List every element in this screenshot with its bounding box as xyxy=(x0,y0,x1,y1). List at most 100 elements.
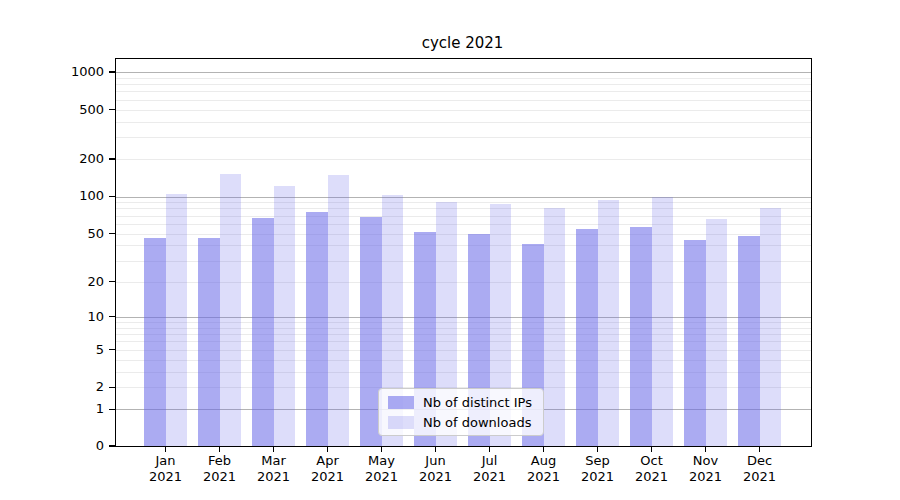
y-tick-label: 200 xyxy=(54,151,104,167)
bar-nb-of-distinct-ips-oct-2021 xyxy=(630,227,652,446)
minor-gridline xyxy=(116,84,811,85)
x-tick-label-nov-2021: Nov2021 xyxy=(679,453,733,485)
x-tick-mark xyxy=(543,446,544,452)
x-tick-label-may-2021: May2021 xyxy=(355,453,409,485)
x-tick-year: 2021 xyxy=(409,469,463,485)
y-tick-mark xyxy=(109,409,116,410)
x-tick-label-oct-2021: Oct2021 xyxy=(625,453,679,485)
minor-gridline xyxy=(116,91,811,92)
x-tick-month: Feb xyxy=(193,453,247,469)
x-tick-year: 2021 xyxy=(301,469,355,485)
y-tick-mark xyxy=(109,109,116,110)
y-tick-mark xyxy=(109,196,116,197)
minor-gridline xyxy=(116,137,811,138)
y-tick-label: 0 xyxy=(54,438,104,454)
x-tick-year: 2021 xyxy=(355,469,409,485)
y-tick-mark xyxy=(109,316,116,317)
x-tick-month: Jul xyxy=(463,453,517,469)
legend-swatch-distinct-ips xyxy=(388,396,414,409)
y-tick-label: 50 xyxy=(54,226,104,242)
bar-nb-of-downloads-dec-2021 xyxy=(760,208,782,446)
x-tick-mark xyxy=(651,446,652,452)
minor-gridline xyxy=(116,159,811,160)
bar-nb-of-downloads-feb-2021 xyxy=(220,174,242,446)
x-tick-month: Jan xyxy=(139,453,193,469)
x-tick-mark xyxy=(759,446,760,452)
y-tick-mark xyxy=(109,233,116,234)
bar-nb-of-distinct-ips-jan-2021 xyxy=(144,238,166,446)
chart-title: cycle 2021 xyxy=(115,34,810,52)
legend-item-downloads: Nb of downloads xyxy=(388,415,534,430)
y-tick-mark xyxy=(109,71,116,72)
y-tick-label: 5 xyxy=(54,342,104,358)
x-tick-month: May xyxy=(355,453,409,469)
x-tick-mark xyxy=(165,446,166,452)
x-tick-year: 2021 xyxy=(679,469,733,485)
x-tick-label-jul-2021: Jul2021 xyxy=(463,453,517,485)
y-tick-label: 2 xyxy=(54,379,104,395)
minor-gridline xyxy=(116,78,811,79)
x-tick-year: 2021 xyxy=(463,469,517,485)
minor-gridline xyxy=(116,100,811,101)
x-tick-mark xyxy=(489,446,490,452)
y-tick-mark xyxy=(109,445,116,446)
y-tick-mark xyxy=(109,387,116,388)
bar-nb-of-distinct-ips-apr-2021 xyxy=(306,212,328,446)
bar-nb-of-distinct-ips-feb-2021 xyxy=(198,238,220,446)
x-tick-label-dec-2021: Dec2021 xyxy=(733,453,787,485)
y-tick-label: 1 xyxy=(54,401,104,417)
x-tick-year: 2021 xyxy=(247,469,301,485)
x-tick-mark xyxy=(327,446,328,452)
x-tick-month: Jun xyxy=(409,453,463,469)
y-tick-mark xyxy=(109,349,116,350)
bar-nb-of-distinct-ips-nov-2021 xyxy=(684,240,706,446)
x-tick-label-sep-2021: Sep2021 xyxy=(571,453,625,485)
x-tick-mark xyxy=(219,446,220,452)
minor-gridline xyxy=(116,110,811,111)
bar-nb-of-downloads-oct-2021 xyxy=(652,197,674,447)
x-tick-mark xyxy=(381,446,382,452)
x-tick-year: 2021 xyxy=(625,469,679,485)
minor-gridline xyxy=(116,122,811,123)
x-tick-month: Aug xyxy=(517,453,571,469)
x-tick-mark xyxy=(273,446,274,452)
y-tick-label: 100 xyxy=(54,188,104,204)
y-tick-label: 500 xyxy=(54,102,104,118)
x-tick-label-apr-2021: Apr2021 xyxy=(301,453,355,485)
x-tick-mark xyxy=(435,446,436,452)
x-tick-year: 2021 xyxy=(139,469,193,485)
bar-nb-of-distinct-ips-sep-2021 xyxy=(576,229,598,447)
x-tick-label-feb-2021: Feb2021 xyxy=(193,453,247,485)
bar-nb-of-downloads-sep-2021 xyxy=(598,200,620,446)
x-tick-label-jun-2021: Jun2021 xyxy=(409,453,463,485)
x-tick-label-mar-2021: Mar2021 xyxy=(247,453,301,485)
bar-nb-of-downloads-apr-2021 xyxy=(328,175,350,446)
x-tick-year: 2021 xyxy=(571,469,625,485)
bar-nb-of-downloads-aug-2021 xyxy=(544,208,566,446)
bar-nb-of-downloads-mar-2021 xyxy=(274,186,296,446)
bar-nb-of-distinct-ips-mar-2021 xyxy=(252,218,274,446)
x-tick-month: Dec xyxy=(733,453,787,469)
x-tick-year: 2021 xyxy=(733,469,787,485)
legend-label-downloads: Nb of downloads xyxy=(423,415,531,430)
x-tick-label-jan-2021: Jan2021 xyxy=(139,453,193,485)
chart-figure: cycle 2021 10005002001005020105210Jan202… xyxy=(0,0,900,500)
bar-nb-of-downloads-jan-2021 xyxy=(166,194,188,446)
legend-item-distinct-ips: Nb of distinct IPs xyxy=(388,395,534,410)
y-tick-label: 20 xyxy=(54,274,104,290)
x-tick-label-aug-2021: Aug2021 xyxy=(517,453,571,485)
x-tick-mark xyxy=(705,446,706,452)
x-tick-month: Sep xyxy=(571,453,625,469)
y-tick-mark xyxy=(109,158,116,159)
x-tick-year: 2021 xyxy=(193,469,247,485)
x-tick-month: Apr xyxy=(301,453,355,469)
x-tick-mark xyxy=(597,446,598,452)
x-tick-month: Mar xyxy=(247,453,301,469)
x-tick-year: 2021 xyxy=(517,469,571,485)
y-tick-label: 10 xyxy=(54,309,104,325)
legend: Nb of distinct IPs Nb of downloads xyxy=(378,388,544,436)
x-tick-month: Oct xyxy=(625,453,679,469)
y-tick-mark xyxy=(109,281,116,282)
legend-label-distinct-ips: Nb of distinct IPs xyxy=(423,395,532,410)
x-tick-month: Nov xyxy=(679,453,733,469)
